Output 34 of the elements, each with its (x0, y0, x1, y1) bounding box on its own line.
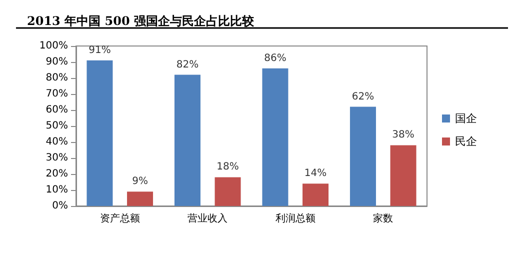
data-label: 86% (264, 52, 286, 64)
data-label: 38% (392, 130, 414, 141)
bar (262, 68, 288, 206)
x-tick-label: 营业收入 (188, 212, 228, 224)
y-tick-label: 60% (46, 104, 68, 116)
x-tick-label: 利润总额 (275, 212, 316, 224)
legend-label: 民企 (455, 135, 477, 148)
bar (127, 192, 154, 206)
data-label: 9% (132, 176, 148, 188)
bar (302, 184, 329, 206)
x-tick-label: 资产总额 (100, 212, 140, 224)
y-tick-label: 50% (46, 120, 68, 132)
y-tick-label: 100% (39, 40, 68, 52)
bar (350, 106, 376, 206)
y-tick-label: 30% (46, 152, 68, 164)
bar (174, 74, 200, 206)
y-tick-label: 0% (52, 200, 68, 212)
y-tick-label: 40% (46, 136, 68, 148)
data-label: 14% (304, 168, 327, 180)
y-tick-label: 90% (46, 56, 68, 68)
y-tick-label: 70% (46, 88, 68, 100)
y-tick-label: 20% (46, 168, 68, 180)
data-label: 91% (88, 44, 111, 56)
x-tick-label: 家数 (373, 212, 394, 224)
chart-title: 2013 年中国 500 强国企与民企占比比较 (27, 14, 255, 28)
y-tick-label: 80% (46, 72, 68, 84)
y-tick-label: 10% (46, 184, 68, 196)
legend-label: 国企 (455, 112, 477, 125)
bar (214, 177, 241, 206)
data-label: 18% (216, 162, 239, 173)
data-label: 62% (352, 91, 374, 102)
data-label: 82% (176, 59, 199, 70)
bar (390, 145, 416, 206)
bar (86, 60, 113, 206)
